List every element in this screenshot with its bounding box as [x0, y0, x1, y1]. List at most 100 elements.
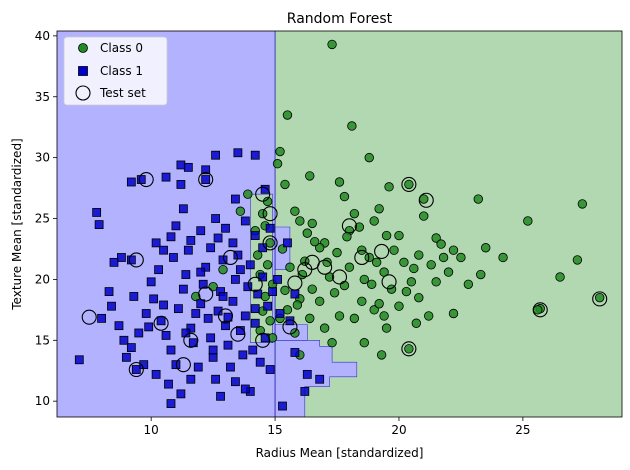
point-class-0	[414, 292, 424, 303]
point-class-0	[255, 325, 265, 336]
point-test-set	[128, 252, 144, 268]
data-points	[74, 39, 608, 411]
point-test-set	[401, 341, 417, 357]
point-class-0	[319, 323, 330, 333]
point-class-0	[305, 171, 315, 181]
point-class-0	[354, 222, 365, 232]
point-class-1	[119, 335, 129, 345]
point-class-1	[250, 150, 260, 160]
point-class-1	[208, 352, 218, 362]
point-class-0	[218, 264, 228, 275]
point-class-0	[431, 277, 441, 287]
point-class-1	[191, 309, 201, 318]
point-class-1	[176, 160, 186, 170]
point-class-0	[282, 110, 293, 120]
point-class-0	[394, 301, 404, 311]
point-class-0	[401, 286, 412, 297]
point-class-1	[302, 369, 312, 379]
x-tick-label: 20	[391, 423, 406, 437]
point-class-0	[436, 239, 446, 249]
point-class-0	[253, 250, 263, 260]
point-class-1	[216, 391, 225, 401]
point-test-set	[331, 269, 348, 285]
point-class-1	[206, 333, 216, 343]
x-tick-label: 10	[144, 423, 159, 437]
point-class-0	[448, 308, 459, 319]
point-class-1	[273, 275, 282, 284]
point-class-1	[171, 221, 181, 231]
point-class-0	[379, 311, 389, 321]
point-class-1	[186, 374, 196, 384]
point-class-1	[193, 362, 203, 372]
point-class-0	[394, 230, 404, 241]
point-class-1	[146, 277, 156, 287]
point-test-set	[418, 192, 434, 208]
point-test-set	[341, 218, 357, 234]
point-class-1	[176, 180, 186, 189]
point-class-0	[327, 39, 337, 50]
point-test-set	[198, 172, 214, 188]
point-class-0	[327, 338, 337, 348]
point-class-0	[498, 252, 508, 263]
point-class-0	[285, 262, 295, 272]
point-class-1	[196, 226, 206, 236]
point-class-1	[94, 220, 104, 230]
point-class-0	[260, 291, 270, 302]
point-class-0	[374, 204, 384, 214]
point-class-0	[342, 232, 352, 242]
point-class-1	[248, 345, 258, 355]
point-class-1	[253, 289, 263, 299]
legend-label-class-1: Class 1	[100, 64, 143, 78]
point-class-1	[233, 148, 243, 158]
point-class-0	[364, 152, 374, 163]
point-class-0	[265, 316, 275, 326]
point-class-0	[280, 285, 290, 296]
point-test-set	[262, 206, 278, 222]
point-class-0	[272, 159, 283, 169]
y-axis-ticks: 10 15 20 25 30 35 40	[35, 29, 57, 408]
point-class-1	[196, 267, 206, 277]
point-class-1	[198, 279, 208, 289]
point-class-1	[223, 340, 233, 350]
point-test-set	[81, 309, 97, 325]
point-test-set	[230, 326, 246, 342]
point-class-1	[174, 304, 183, 314]
point-class-1	[134, 328, 144, 338]
point-class-0	[424, 311, 434, 321]
point-class-1	[250, 318, 260, 328]
point-class-1	[213, 233, 223, 243]
y-tick-label: 25	[35, 212, 50, 226]
point-class-0	[314, 296, 325, 307]
point-class-1	[178, 284, 188, 294]
point-class-0	[473, 194, 483, 204]
point-class-0	[275, 146, 285, 157]
point-test-set	[138, 172, 154, 188]
point-class-0	[359, 338, 369, 348]
point-class-1	[183, 162, 193, 172]
point-class-1	[176, 389, 186, 399]
point-class-1	[129, 292, 139, 301]
point-class-0	[406, 277, 417, 287]
point-class-0	[438, 252, 449, 263]
point-class-0	[339, 191, 350, 202]
point-class-0	[371, 257, 382, 268]
point-class-0	[262, 260, 273, 270]
point-class-1	[228, 296, 238, 306]
point-test-set	[592, 291, 608, 307]
point-class-1	[265, 365, 275, 374]
decision-region-class-0	[275, 31, 622, 417]
point-class-1	[186, 323, 196, 333]
x-tick-label: 25	[515, 423, 530, 437]
point-class-1	[275, 309, 285, 318]
legend-box	[63, 36, 168, 106]
point-class-0	[359, 274, 369, 285]
point-class-0	[555, 272, 565, 282]
point-class-1	[240, 384, 250, 394]
x-axis-ticks: 10 15 20 25	[144, 417, 531, 437]
point-class-1	[245, 260, 255, 270]
chart-title: Random Forest	[287, 11, 393, 27]
point-class-1	[265, 223, 275, 233]
point-test-set	[198, 286, 214, 302]
point-class-0	[295, 216, 305, 226]
point-class-0	[347, 121, 357, 131]
